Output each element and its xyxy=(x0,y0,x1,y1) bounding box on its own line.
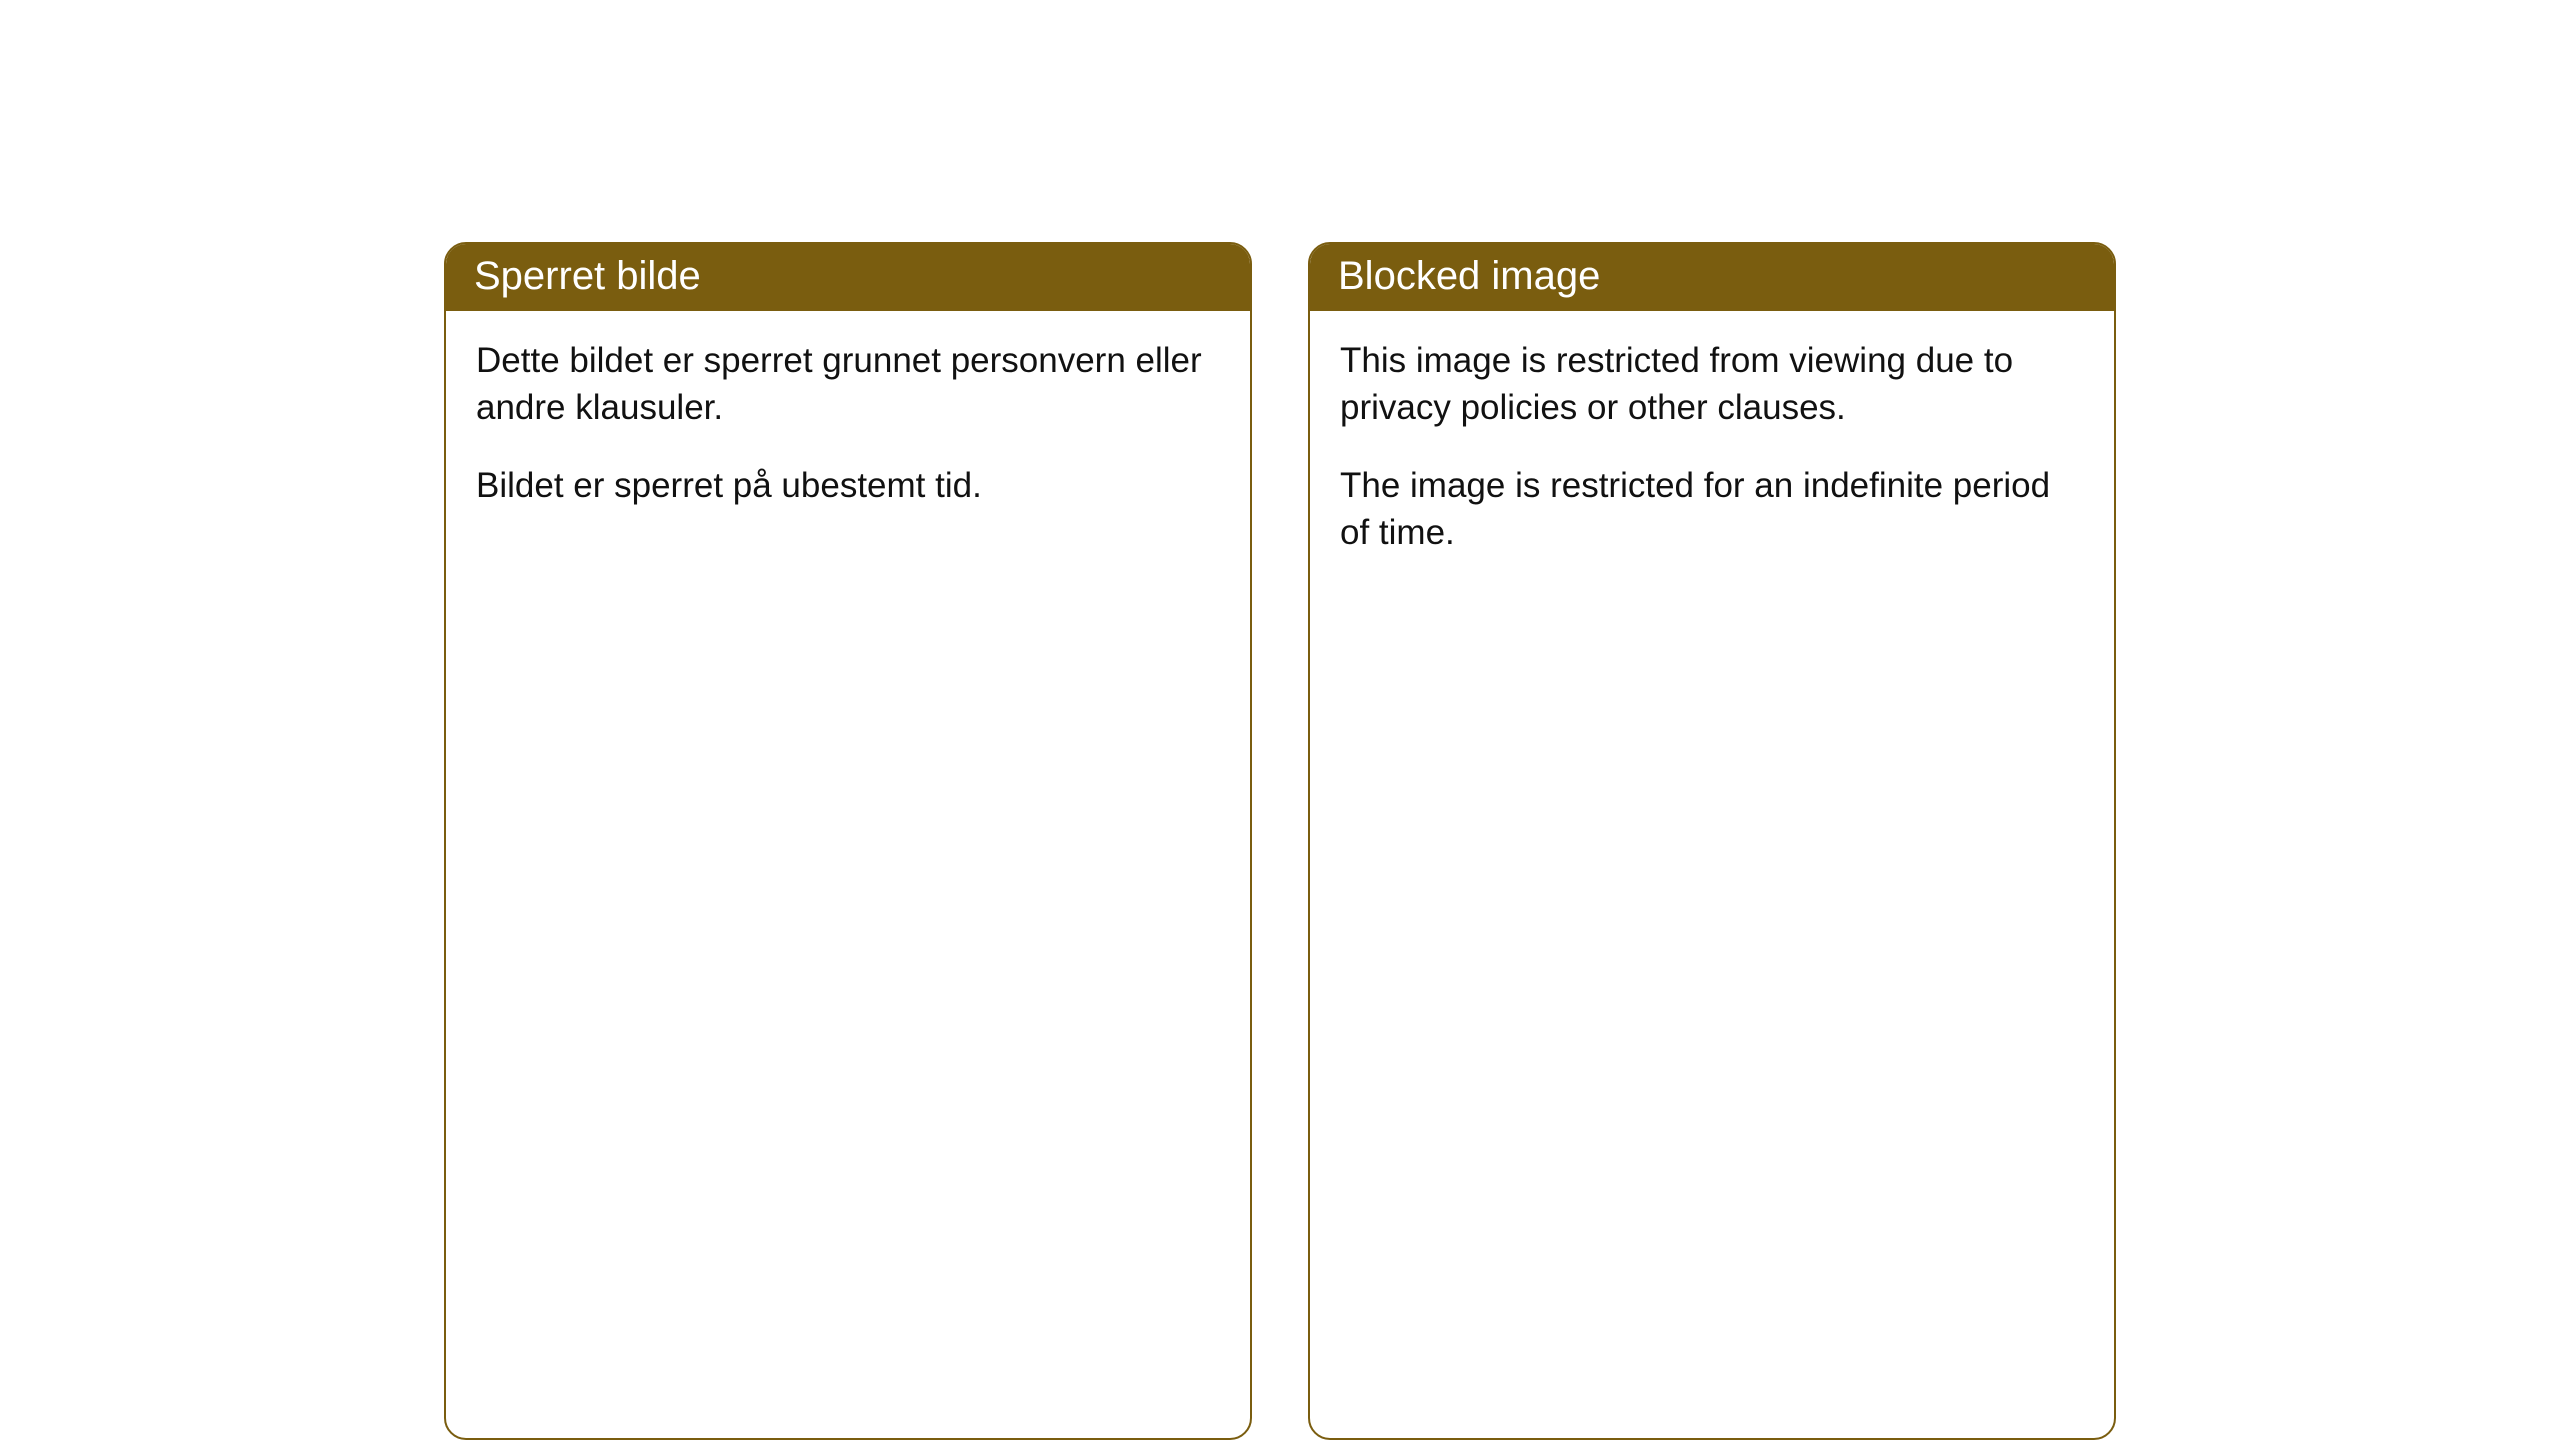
card-text-english-line2: The image is restricted for an indefinit… xyxy=(1340,462,2084,557)
card-body-norwegian: Dette bildet er sperret grunnet personve… xyxy=(446,311,1250,577)
blocked-notice-card-english: Blocked image This image is restricted f… xyxy=(1308,242,2116,1440)
card-title-norwegian: Sperret bilde xyxy=(446,244,1250,311)
card-text-norwegian-line2: Bildet er sperret på ubestemt tid. xyxy=(476,462,1220,509)
card-text-norwegian-line1: Dette bildet er sperret grunnet personve… xyxy=(476,337,1220,432)
card-text-english-line1: This image is restricted from viewing du… xyxy=(1340,337,2084,432)
cards-container: Sperret bilde Dette bildet er sperret gr… xyxy=(444,242,2116,1440)
card-body-english: This image is restricted from viewing du… xyxy=(1310,311,2114,592)
blocked-notice-card-norwegian: Sperret bilde Dette bildet er sperret gr… xyxy=(444,242,1252,1440)
card-title-english: Blocked image xyxy=(1310,244,2114,311)
